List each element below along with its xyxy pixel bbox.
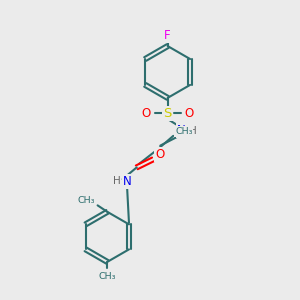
Text: H: H	[113, 176, 121, 186]
Text: CH₃: CH₃	[175, 127, 193, 136]
Text: CH₃: CH₃	[99, 272, 116, 281]
Text: CH₃: CH₃	[77, 196, 94, 205]
Text: N: N	[123, 175, 131, 188]
Text: O: O	[142, 107, 151, 120]
Text: O: O	[155, 148, 164, 160]
Text: H: H	[189, 126, 197, 136]
Text: N: N	[176, 124, 185, 137]
Text: S: S	[164, 107, 172, 120]
Text: F: F	[164, 29, 171, 42]
Text: O: O	[184, 107, 194, 120]
